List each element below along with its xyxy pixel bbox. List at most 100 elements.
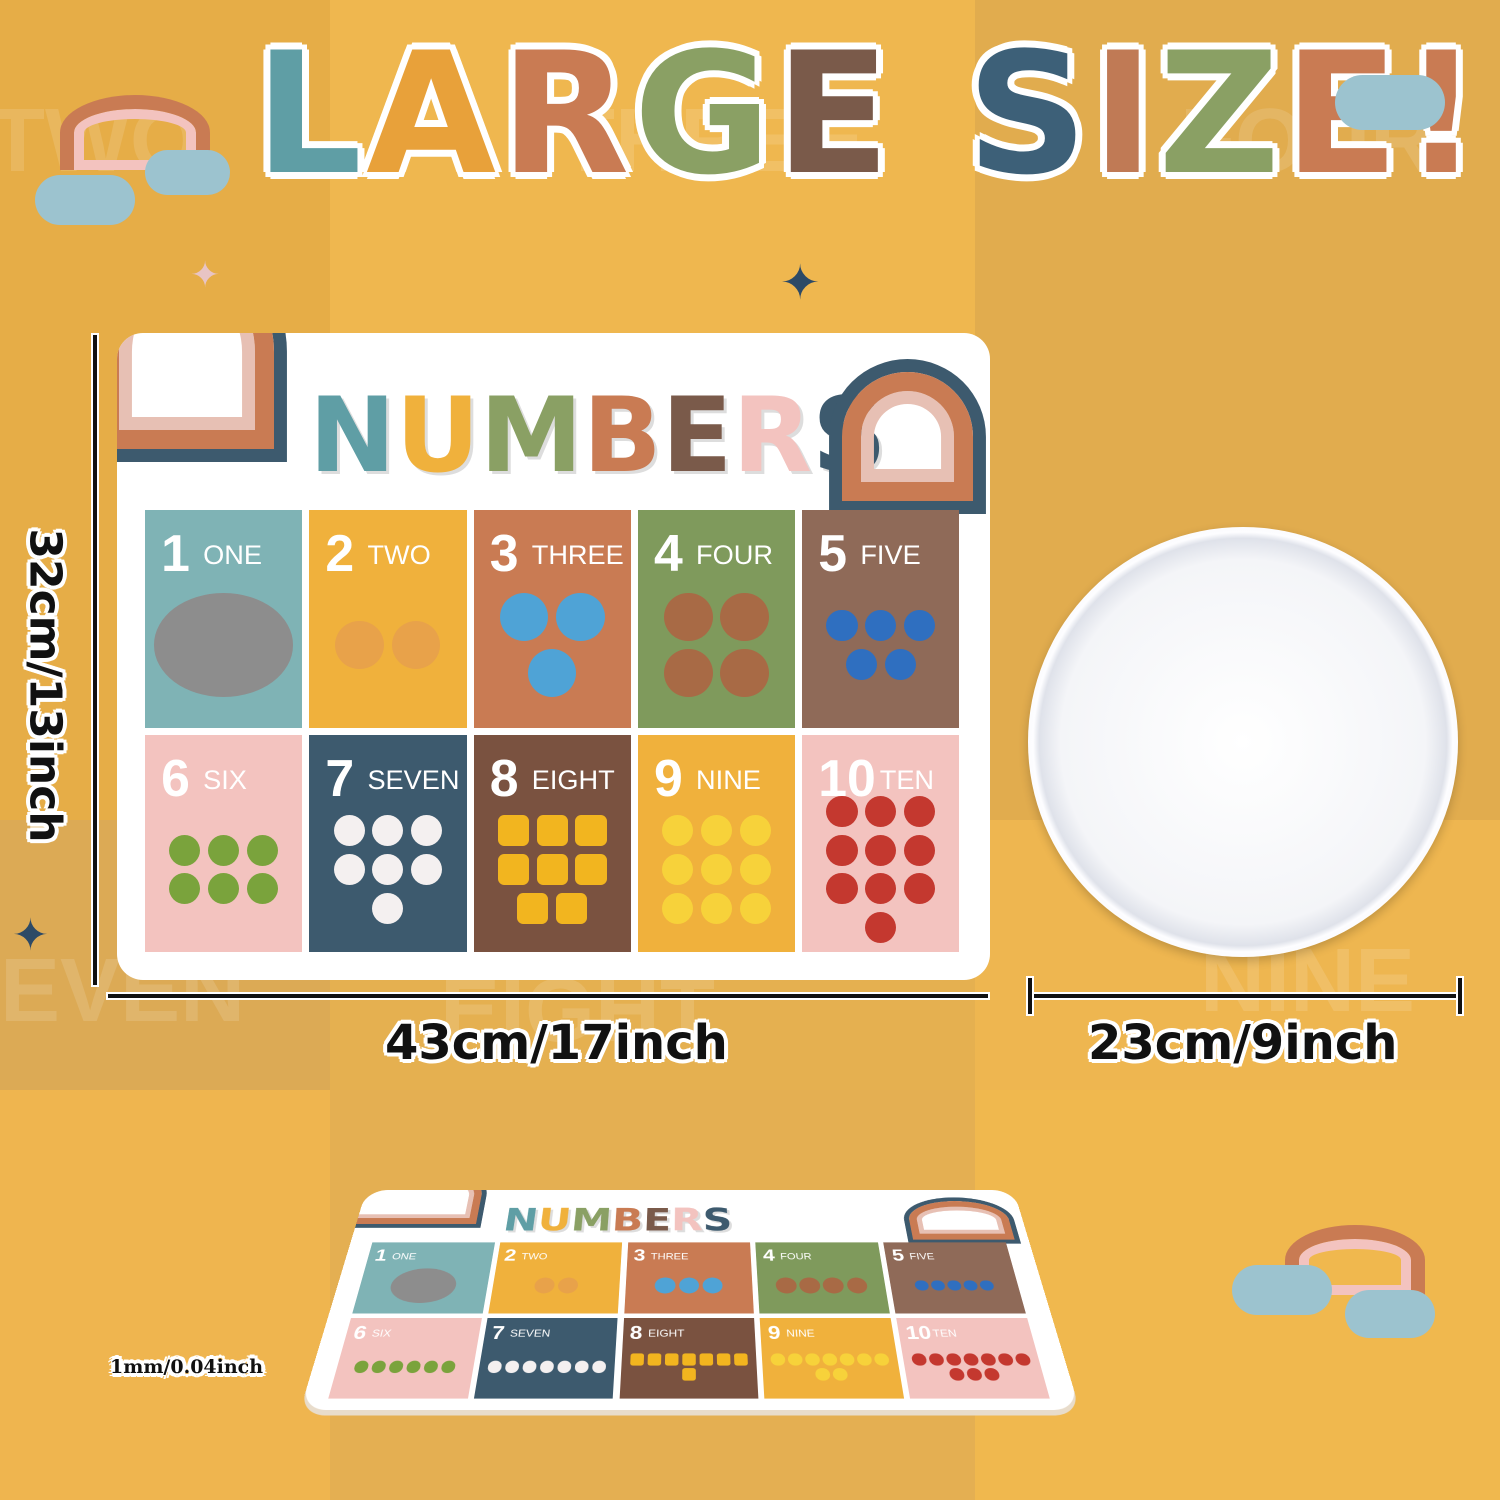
card-word: SEVEN — [367, 763, 460, 795]
placemat-title-letter: B — [610, 1202, 644, 1239]
bee-icon — [770, 1353, 786, 1366]
bee-icon — [805, 1353, 821, 1366]
starfish-icon — [497, 815, 529, 847]
placemat-title-letter: M — [479, 375, 583, 496]
card-number: 8 — [489, 748, 519, 807]
number-card-ten: 10 TEN — [896, 1317, 1050, 1399]
sparkle-icon: ✦ — [190, 255, 221, 296]
bee-icon — [832, 1368, 849, 1381]
number-cards-grid: 1 ONE 2 TWO 3 THREE 4 FOUR 5 FIVE 6 SIX 7 SEVEN 8 EIGHT… — [328, 1242, 1050, 1399]
rainbow-icon — [905, 1201, 1016, 1240]
headline-letter: E — [775, 16, 895, 212]
snake-icon — [904, 610, 936, 642]
ladybug-icon — [979, 1353, 997, 1366]
snake-icon — [884, 648, 916, 681]
placemat-title: NUMBERS — [501, 1202, 733, 1239]
card-word: FIVE — [860, 539, 921, 571]
card-word: SIX — [203, 763, 247, 795]
placemat-perspective: NUMBERS 1 ONE 2 TWO 3 THREE 4 FOUR 5 FIVE 6 SIX 7 SEVE… — [300, 1190, 1080, 1410]
cloud-icon — [145, 150, 230, 195]
animals-bunny — [483, 1341, 609, 1394]
ladybug-icon — [1014, 1353, 1032, 1366]
bunny-icon — [411, 815, 443, 847]
ladybug-icon — [965, 1368, 983, 1381]
card-number: 6 — [161, 748, 190, 807]
width-dimension-line — [108, 994, 988, 998]
placemat-perspective-wrap: NUMBERS 1 ONE 2 TWO 3 THREE 4 FOUR 5 FIVE 6 SIX 7 SEVE… — [300, 1150, 1080, 1410]
starfish-icon — [575, 854, 607, 886]
card-number: 3 — [489, 524, 519, 583]
bee-icon — [873, 1353, 890, 1366]
giraffe-icon — [557, 1277, 580, 1294]
number-card-nine: 9 NINE — [759, 1317, 905, 1399]
animals-turtle — [154, 800, 292, 939]
monkey-icon — [822, 1277, 845, 1294]
number-card-three: 3 THREE — [473, 510, 631, 728]
placemat-title: NUMBERS — [309, 384, 887, 489]
ladybug-icon — [904, 795, 936, 827]
card-word: ONE — [390, 1251, 418, 1262]
ladybug-icon — [826, 834, 858, 866]
headline-letter: S — [966, 16, 1092, 212]
snake-icon — [962, 1280, 979, 1291]
rainbow-icon — [342, 1190, 488, 1224]
snake-icon — [914, 1280, 930, 1291]
turtle-icon — [169, 834, 201, 866]
ladybug-icon — [865, 873, 897, 905]
card-number: 1 — [161, 524, 190, 583]
placemat-main: NUMBERS 1 ONE 2 TWO 3 THREE 4 FOUR 5 FIVE 6 SIX 7 SEVE… — [117, 333, 990, 980]
snake-icon — [978, 1280, 995, 1291]
animals-snake — [894, 1263, 1016, 1309]
number-card-four: 4 FOUR — [637, 510, 796, 728]
sparkle-icon: ✦ — [12, 910, 49, 961]
starfish-icon — [517, 892, 549, 924]
ladybug-icon — [865, 795, 897, 827]
number-card-two: 2 TWO — [309, 510, 467, 728]
bunny-icon — [333, 854, 365, 886]
number-card-seven: 7 SEVEN — [473, 1317, 618, 1399]
bee-icon — [739, 854, 771, 886]
elephant-icon — [154, 593, 293, 697]
number-card-eight: 8 EIGHT — [473, 734, 631, 953]
turtle-icon — [405, 1360, 423, 1373]
headline-letter: G — [633, 16, 776, 212]
bee-icon — [787, 1353, 803, 1366]
ladybug-icon — [911, 1353, 928, 1366]
ladybug-icon — [826, 795, 858, 827]
ladybug-icon — [904, 834, 936, 866]
turtle-icon — [370, 1360, 388, 1373]
starfish-icon — [716, 1353, 731, 1366]
ladybug-icon — [983, 1368, 1001, 1381]
bee-icon — [700, 815, 732, 847]
headline-large-size: LARGE SIZE! — [255, 30, 1483, 198]
number-card-eight: 8 EIGHT — [619, 1317, 759, 1399]
dolphin-icon — [678, 1277, 700, 1294]
animals-starfish — [483, 800, 621, 939]
plate-dimension-tick — [1458, 978, 1462, 1014]
cloud-icon — [1345, 1290, 1435, 1338]
cloud-icon — [35, 175, 135, 225]
starfish-icon — [733, 1353, 748, 1366]
monkey-icon — [664, 648, 713, 698]
card-number: 7 — [325, 748, 355, 807]
plate-dimension-line — [1028, 994, 1460, 998]
ladybug-icon — [948, 1368, 966, 1381]
ladybug-icon — [904, 873, 936, 905]
monkey-icon — [720, 648, 769, 698]
number-card-one: 1 ONE — [144, 510, 303, 728]
starfish-icon — [664, 1353, 679, 1366]
placemat-title-letter: R — [732, 375, 813, 496]
card-word: SEVEN — [509, 1328, 551, 1340]
card-number: 2 — [325, 524, 355, 583]
bunny-icon — [372, 854, 404, 886]
turtle-icon — [208, 873, 240, 905]
placemat-title-letter: M — [569, 1202, 614, 1239]
snake-icon — [845, 648, 877, 681]
card-word: TEN — [931, 1328, 958, 1340]
card-word: THREE — [650, 1251, 689, 1262]
card-word: FOUR — [779, 1251, 813, 1262]
card-word: EIGHT — [647, 1328, 685, 1340]
card-number: 9 — [653, 748, 683, 807]
placemat-title-letter: U — [395, 375, 480, 496]
animals-giraffe — [319, 576, 457, 715]
